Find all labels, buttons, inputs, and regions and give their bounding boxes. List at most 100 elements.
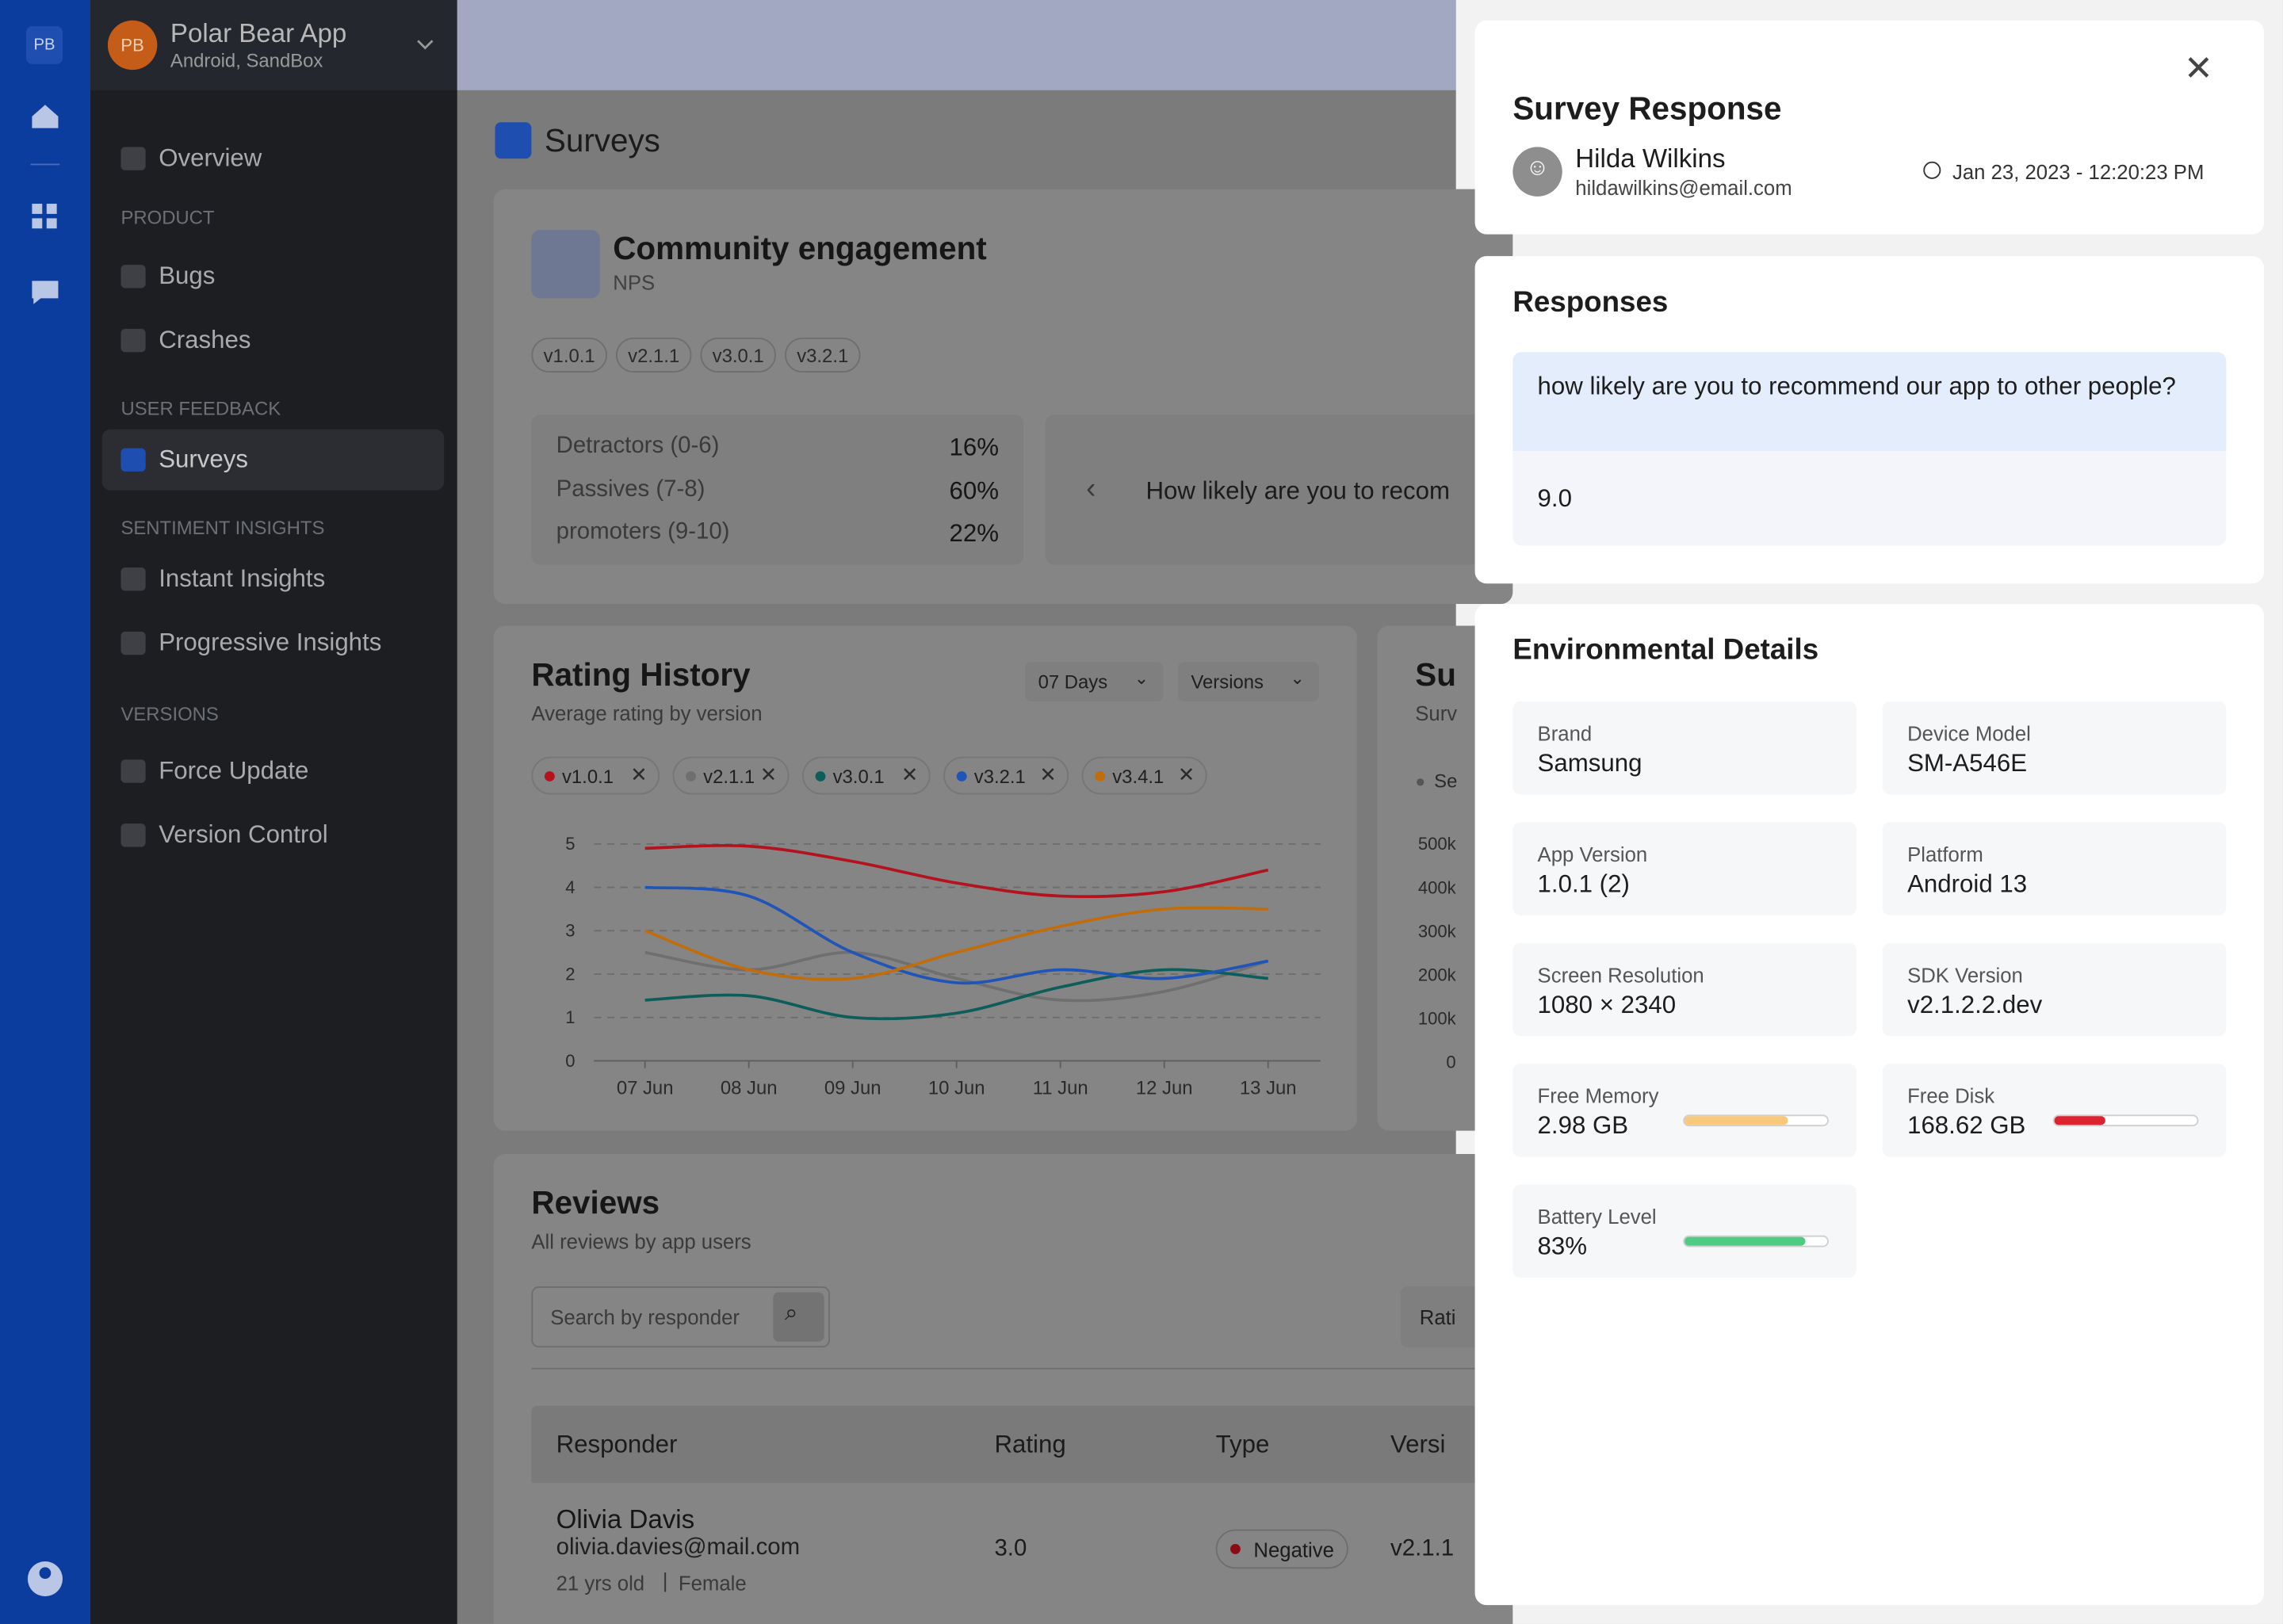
legend-dot	[1095, 771, 1106, 781]
column-header: Rating	[994, 1430, 1066, 1458]
user-avatar	[1512, 147, 1562, 197]
search-placeholder: Search by responder	[550, 1305, 740, 1329]
meter-fill	[1685, 1236, 1806, 1246]
legend-dot	[815, 771, 826, 781]
app-avatar-text: PB	[120, 35, 144, 55]
summary-subtitle: Surv	[1415, 701, 1458, 725]
rating-subtitle: Average rating by version	[531, 701, 763, 725]
y-tick-label: 1	[565, 1007, 575, 1027]
column-header: Versi	[1390, 1430, 1446, 1458]
nav-section: USER FEEDBACK	[120, 397, 281, 419]
detail-value: 1080 × 2340	[1537, 991, 1677, 1019]
app-sub: Android, SandBox	[170, 49, 323, 71]
clock-icon	[1923, 161, 1941, 179]
user-avatar-icon: ☺	[1525, 155, 1550, 181]
y-tick-label: 5	[565, 834, 575, 854]
version-chip	[784, 337, 861, 373]
grid-icon	[32, 204, 57, 229]
version-chip	[531, 337, 607, 373]
survey-type: NPS	[613, 270, 656, 294]
detail-label: Brand	[1537, 721, 1593, 746]
panel-title: Survey Response	[1512, 90, 1782, 127]
detail-value: 1.0.1 (2)	[1537, 869, 1630, 898]
app-name: Polar Bear App	[170, 18, 347, 48]
separator: |	[662, 1569, 668, 1592]
user-icon-head	[39, 1567, 52, 1580]
summary-y-tick: 100k	[1417, 1008, 1456, 1030]
legend-dot	[686, 771, 696, 781]
version-chip-label: v3.0.1	[712, 345, 764, 367]
chat-icon	[32, 281, 59, 304]
summary-y-tick: 200k	[1417, 965, 1456, 985]
nav-item: Progressive Insights	[159, 629, 382, 657]
table-header	[531, 1405, 1478, 1483]
detail-value: Samsung	[1537, 749, 1642, 778]
version-chip-label: v3.2.1	[797, 345, 849, 367]
divider	[531, 1367, 1478, 1370]
nav-icon	[120, 823, 146, 847]
y-tick-label: 3	[565, 921, 575, 941]
x-tick-label: 13 Jun	[1240, 1078, 1297, 1099]
legend-dot	[956, 771, 967, 781]
stat-value: 22%	[949, 519, 999, 548]
detail-box	[1882, 1064, 2227, 1157]
reviews-title: Reviews	[531, 1184, 660, 1221]
detail-value: 2.98 GB	[1537, 1111, 1629, 1140]
legend-label: v3.4.1	[1112, 765, 1164, 788]
summary-y-tick: 300k	[1417, 921, 1456, 942]
page-title: Surveys	[544, 122, 660, 159]
nav-icon	[120, 567, 146, 591]
x-tick-label: 07 Jun	[617, 1078, 674, 1099]
detail-label: Free Memory	[1537, 1083, 1659, 1108]
detail-box	[1512, 942, 1857, 1037]
x-tick-label: 10 Jun	[928, 1078, 985, 1099]
meter-fill	[1685, 1116, 1788, 1125]
detail-box	[1882, 701, 2227, 795]
close-button[interactable]: ✕	[2184, 49, 2213, 89]
stat-label: Detractors (0-6)	[556, 434, 720, 459]
detail-label: Battery Level	[1537, 1205, 1657, 1229]
y-tick-label: 4	[565, 877, 575, 897]
detail-box	[1512, 822, 1857, 915]
search-icon: ⌕	[784, 1301, 798, 1326]
nav-active-bg	[101, 429, 445, 491]
nav-icon	[120, 265, 146, 288]
detail-label: App Version	[1537, 843, 1648, 866]
legend-dot	[544, 771, 555, 781]
legend-label: v3.2.1	[973, 765, 1026, 788]
version-chip-label: v1.0.1	[543, 345, 595, 367]
rail	[0, 0, 90, 1624]
stat-value: 16%	[949, 434, 999, 462]
column-header: Responder	[556, 1430, 678, 1458]
x-tick-label: 09 Jun	[824, 1078, 881, 1099]
detail-value: 168.62 GB	[1907, 1111, 2026, 1140]
detail-box	[1512, 1184, 1857, 1278]
legend-remove: ✕	[1039, 762, 1057, 786]
legend-chip	[531, 756, 660, 795]
detail-box	[1512, 1064, 1857, 1157]
type-chip	[1215, 1529, 1348, 1569]
legend-label: v3.0.1	[832, 765, 885, 788]
filter-dropdown	[1025, 662, 1164, 701]
version-value: v2.1.1	[1390, 1536, 1455, 1562]
column-header: Type	[1215, 1430, 1270, 1458]
nav-icon	[120, 147, 146, 170]
reviews-subtitle: All reviews by app users	[531, 1229, 751, 1253]
filter-label: Versions	[1191, 671, 1264, 693]
nav-item: Force Update	[159, 756, 309, 785]
detail-label: Platform	[1907, 843, 1983, 866]
rail-icons	[26, 26, 63, 1597]
nav-item: Instant Insights	[159, 564, 326, 593]
nav-icon	[120, 759, 146, 783]
summary-legend: Se	[1434, 770, 1458, 792]
nav-section: PRODUCT	[120, 206, 215, 229]
stat-label: promoters (9-10)	[556, 519, 730, 545]
survey-title: Community engagement	[613, 230, 987, 266]
stat-label: Passives (7-8)	[556, 476, 706, 502]
legend-chip	[1081, 756, 1207, 795]
sidebar	[90, 0, 457, 1624]
legend-chip	[672, 756, 790, 795]
filter-chevron: ⌄	[1134, 667, 1149, 689]
user-name: Hilda Wilkins	[1575, 143, 1726, 174]
